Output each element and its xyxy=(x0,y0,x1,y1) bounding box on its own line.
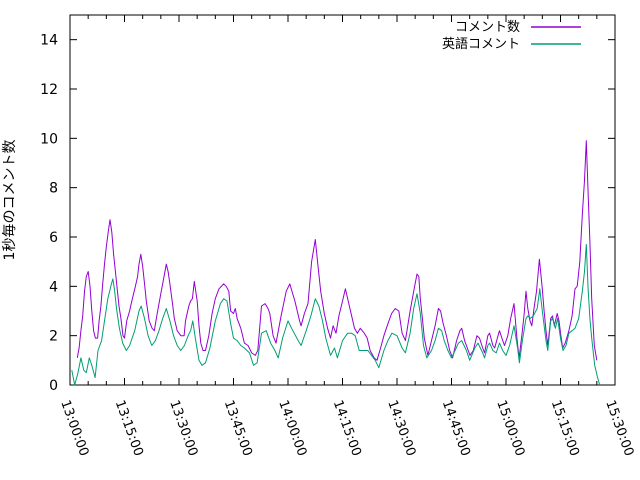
y-tick-label: 8 xyxy=(49,181,58,197)
legend-label-comments: コメント数 xyxy=(455,20,520,35)
y-tick-label: 0 xyxy=(49,378,58,394)
y-tick-label: 6 xyxy=(49,230,58,246)
y-tick-label: 4 xyxy=(49,279,58,295)
series-line-english-comments xyxy=(71,243,601,386)
series-line-comments xyxy=(76,140,598,361)
y-tick-label: 2 xyxy=(49,329,58,345)
y-axis-label: 1秒毎のコメント数 xyxy=(2,140,18,261)
y-tick-label: 14 xyxy=(40,33,58,49)
y-tick-label: 12 xyxy=(40,82,58,98)
legend-label-english-comments: 英語コメント xyxy=(442,36,520,52)
y-tick-label: 10 xyxy=(40,131,58,147)
